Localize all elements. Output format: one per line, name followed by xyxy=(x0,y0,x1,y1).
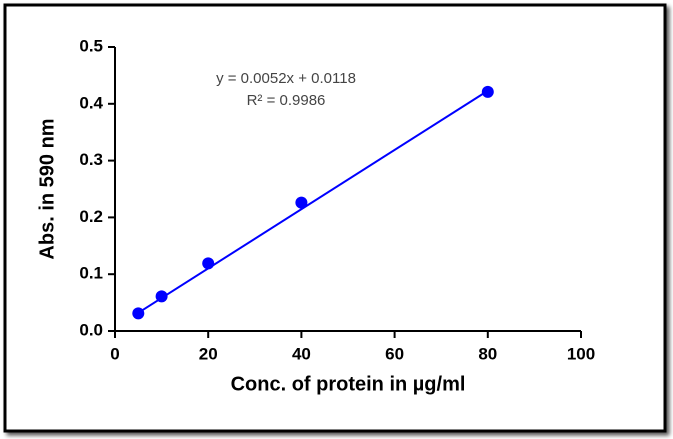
frame xyxy=(3,3,667,433)
data-point xyxy=(202,257,215,270)
y-tick-label: 0.2 xyxy=(79,207,103,226)
y-tick-label: 0.4 xyxy=(79,93,103,112)
data-point xyxy=(155,290,168,303)
equation: y = 0.0052x + 0.0118 xyxy=(216,70,356,87)
y-axis-title: Abs. in 590 nm xyxy=(36,118,58,259)
data-point xyxy=(295,196,308,209)
y-tick-label: 0.3 xyxy=(79,150,103,169)
y-tick-label: 0.1 xyxy=(79,264,103,283)
x-tick-label: 20 xyxy=(199,344,218,363)
y-tick-label: 0.0 xyxy=(79,320,103,339)
x-tick-label: 60 xyxy=(385,344,404,363)
x-tick-label: 80 xyxy=(478,344,497,363)
data-point xyxy=(481,85,494,98)
data-point xyxy=(132,307,145,320)
fit-line xyxy=(137,89,489,314)
r-squared: R² = 0.9986 xyxy=(247,92,326,109)
x-tick-label: 40 xyxy=(292,344,311,363)
y-tick-label: 0.5 xyxy=(79,36,103,55)
x-tick-label: 100 xyxy=(567,344,595,363)
x-axis-title: Conc. of protein in µg/ml xyxy=(231,373,466,395)
x-tick-label: 0 xyxy=(110,344,119,363)
